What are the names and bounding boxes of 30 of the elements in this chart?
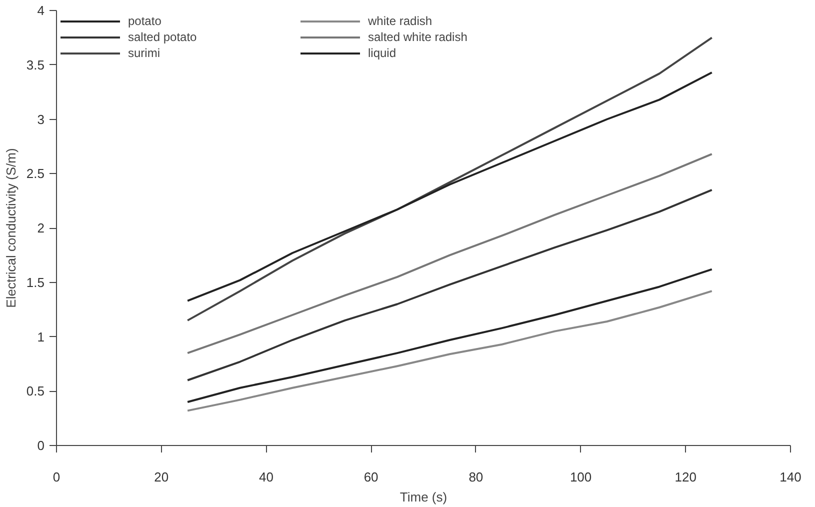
x-tick-label: 20 [154,470,169,484]
line-series [186,71,713,302]
y-tick-label: 2 [37,220,45,236]
x-tick-label: 60 [364,470,378,484]
y-tick-label: 3 [37,112,45,127]
x-tick-label: 120 [674,470,696,484]
legend-label: white radish [368,14,434,28]
y-axis-title: Electrical conductivity (S/m) [3,148,18,308]
legend-label: liquid [368,46,398,60]
y-tick-label: 2.5 [26,166,45,182]
line-series [186,188,713,382]
x-tick-label: 80 [468,470,484,484]
line-series [186,290,713,412]
y-tick-label: 1 [37,329,45,344]
legend-label: potato [128,14,162,28]
x-tick-label: 140 [780,470,802,484]
y-tick-label: 4 [37,3,45,18]
line-series [186,153,713,354]
legend-label: salted potato [128,30,198,44]
line-series [186,268,713,403]
x-tick-label: 0 [52,470,60,484]
y-tick-label: 1.5 [26,274,45,290]
y-tick-label: 0.5 [26,384,45,399]
x-tick-label: 100 [570,470,592,484]
y-tick-label: 0 [37,438,45,453]
x-axis-title: Time (s) [400,490,448,504]
legend-label: salted white radish [368,30,468,44]
y-tick-label: 3.5 [26,57,45,72]
x-tick-label: 40 [258,470,274,484]
legend-label: surimi [128,46,161,60]
